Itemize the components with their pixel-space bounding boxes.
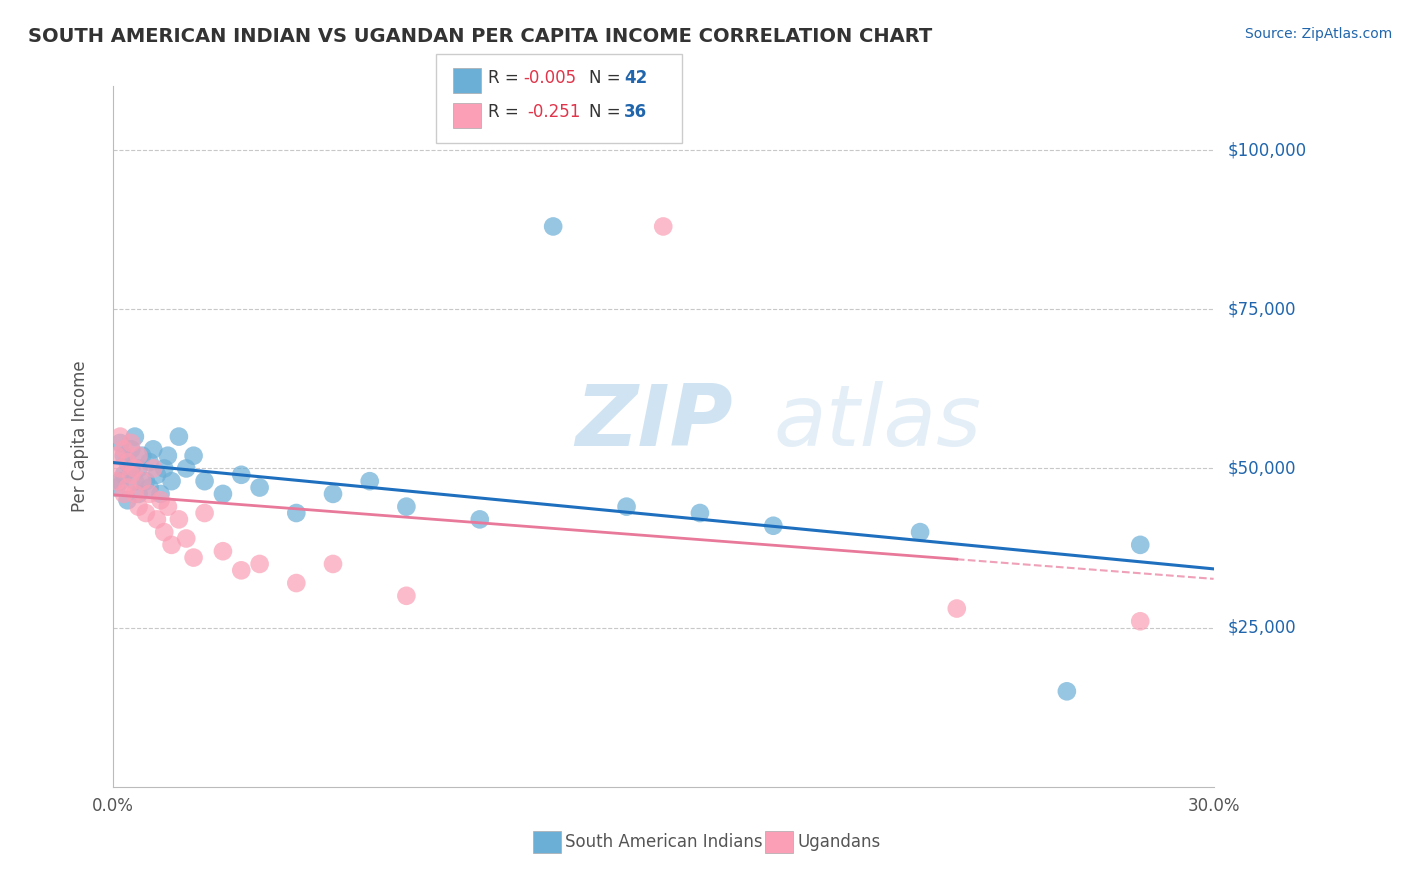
Text: Ugandans: Ugandans [797,833,880,851]
Point [212,487,235,501]
Text: $50,000: $50,000 [1227,459,1296,477]
Point [149,487,172,501]
Text: $100,000: $100,000 [1227,141,1306,159]
Point [689,506,711,520]
Text: Source: ZipAtlas.com: Source: ZipAtlas.com [1244,27,1392,41]
Point [120,461,142,475]
Point [120,467,142,482]
Point [120,436,142,450]
Point [468,512,491,526]
Point [105,449,128,463]
Point [153,525,176,540]
Point [322,557,344,571]
Point [174,461,197,475]
Point [138,487,160,501]
Point [131,474,153,488]
Text: $25,000: $25,000 [1227,619,1296,637]
Point [112,449,135,463]
Point [146,512,169,526]
Point [1129,538,1152,552]
Point [128,449,150,463]
Text: -0.251: -0.251 [527,103,581,121]
Point [135,506,157,520]
Point [117,481,139,495]
Point [908,525,931,540]
Point [183,449,205,463]
Text: atlas: atlas [773,381,981,464]
Point [108,429,131,443]
Point [194,474,217,488]
Point [108,461,131,475]
Point [108,436,131,450]
Text: N =: N = [589,69,626,87]
Point [131,449,153,463]
Point [160,538,183,552]
Point [124,429,146,443]
Point [117,493,139,508]
Point [105,474,128,488]
Point [183,550,205,565]
Point [105,481,128,495]
Point [212,544,235,558]
Point [117,455,139,469]
Point [167,512,190,526]
Point [1056,684,1078,698]
Text: ZIP: ZIP [575,381,733,464]
Point [395,500,418,514]
Point [167,429,190,443]
Point [285,576,308,591]
Point [124,474,146,488]
Point [541,219,564,234]
Point [359,474,381,488]
Point [231,467,253,482]
Point [142,461,165,475]
Text: SOUTH AMERICAN INDIAN VS UGANDAN PER CAPITA INCOME CORRELATION CHART: SOUTH AMERICAN INDIAN VS UGANDAN PER CAP… [28,27,932,45]
Point [128,487,150,501]
Point [395,589,418,603]
Point [249,557,271,571]
Point [1129,614,1152,628]
Point [153,461,176,475]
Text: N =: N = [589,103,626,121]
Point [945,601,967,615]
Point [128,500,150,514]
Point [249,481,271,495]
Point [135,474,157,488]
Point [138,455,160,469]
Point [112,442,135,457]
Point [652,219,675,234]
Text: -0.005: -0.005 [523,69,576,87]
Point [120,442,142,457]
Point [156,500,179,514]
Point [138,481,160,495]
Text: 36: 36 [624,103,647,121]
Point [156,449,179,463]
Point [124,461,146,475]
Point [117,455,139,469]
Point [112,467,135,482]
Point [146,467,169,482]
Point [285,506,308,520]
Point [762,518,785,533]
Point [124,487,146,501]
Point [149,493,172,508]
Point [160,474,183,488]
Point [231,563,253,577]
Text: R =: R = [488,69,524,87]
Text: South American Indians: South American Indians [565,833,763,851]
Text: R =: R = [488,103,529,121]
Point [322,487,344,501]
Text: 42: 42 [624,69,648,87]
Point [616,500,638,514]
Point [112,487,135,501]
Point [108,474,131,488]
Point [142,442,165,457]
Point [194,506,217,520]
Text: $75,000: $75,000 [1227,301,1296,318]
Point [128,461,150,475]
Point [174,532,197,546]
Y-axis label: Per Capita Income: Per Capita Income [72,360,89,512]
